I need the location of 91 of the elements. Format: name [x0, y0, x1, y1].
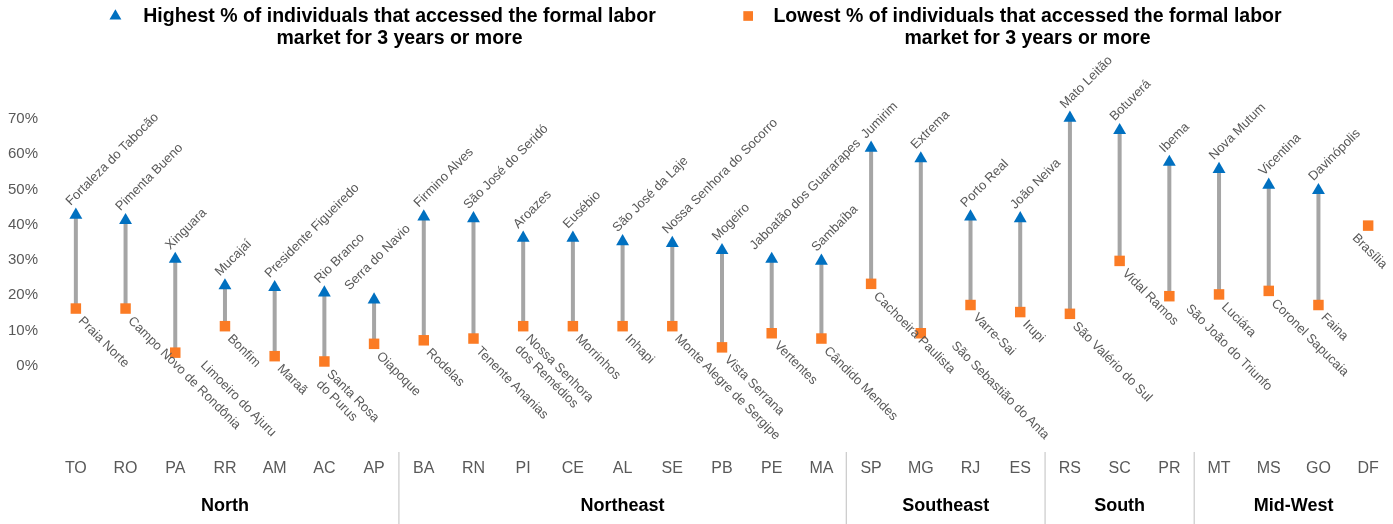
legend-label: Lowest % of individuals that accessed the formal labor market for 3 years or more [773, 4, 1283, 48]
point [715, 242, 729, 255]
x-tick-label: CE [561, 459, 585, 476]
point [617, 320, 628, 332]
point [864, 140, 878, 152]
point [468, 333, 479, 344]
y-tick-label: 60% [7, 144, 38, 162]
x-tick-label: MG [907, 459, 934, 476]
x-tick-label: SC [1108, 459, 1131, 476]
point [1064, 308, 1076, 320]
point [418, 335, 430, 346]
x-tick-label: MT [1207, 459, 1231, 476]
point [219, 320, 231, 332]
y-tick-label: 20% [7, 285, 38, 303]
point [367, 292, 381, 304]
point [766, 328, 777, 339]
x-tick-label: MA [809, 459, 834, 476]
x-tick-label: SE [661, 459, 683, 476]
point [865, 278, 877, 290]
x-tick-label: RJ [960, 459, 981, 476]
point [1114, 255, 1125, 267]
x-tick-label: AP [363, 459, 385, 476]
point [1113, 122, 1127, 135]
point [765, 251, 779, 263]
x-tick-label: PB [711, 459, 733, 476]
legend-label: Highest % of individuals that accessed the formal labor market for 3 years or more [143, 4, 657, 48]
point [467, 211, 480, 223]
point [218, 278, 232, 290]
point [368, 338, 380, 350]
x-axis-title: Northeast [580, 495, 665, 515]
x-axis-title: Mid-West [1253, 495, 1334, 515]
point [69, 207, 83, 219]
point [319, 356, 330, 367]
x-axis-title: North [200, 495, 249, 515]
y-tick-label: 40% [7, 214, 38, 232]
point [1312, 182, 1325, 195]
x-axis-title: Southeast [902, 495, 990, 515]
point [616, 234, 630, 246]
point [517, 320, 529, 332]
x-tick-label: DF [1357, 459, 1380, 476]
point [716, 342, 728, 353]
point [667, 320, 678, 332]
point [814, 253, 828, 265]
x-tick-label: ES [1009, 459, 1031, 476]
point [417, 209, 431, 221]
x-axis-title: South [1094, 495, 1146, 515]
point [268, 279, 282, 292]
point [965, 299, 976, 311]
x-tick-label: AM [262, 459, 287, 476]
y-tick-label: 70% [7, 109, 38, 126]
point [119, 212, 132, 225]
point [665, 235, 679, 247]
point [1313, 299, 1324, 311]
y-tick-label: 30% [7, 250, 38, 268]
x-tick-label: BA [413, 459, 435, 476]
point [567, 320, 579, 332]
x-tick-label: RN [461, 459, 486, 476]
point [816, 333, 827, 344]
y-tick-label: 0% [16, 356, 38, 373]
x-tick-label: SP [860, 459, 882, 476]
point [269, 350, 280, 362]
point [1262, 177, 1276, 189]
y-tick-label: 50% [7, 179, 38, 197]
point [1162, 154, 1176, 166]
point [70, 303, 82, 314]
x-tick-label: RO [113, 459, 138, 476]
x-tick-label: AC [313, 459, 336, 476]
point [516, 230, 530, 242]
point [168, 251, 182, 263]
x-tick-label: PR [1158, 459, 1181, 476]
x-tick-label: PI [515, 459, 531, 476]
point [1013, 211, 1027, 223]
point [120, 303, 131, 314]
point [1362, 220, 1374, 231]
x-tick-label: TO [64, 459, 87, 476]
point [1263, 285, 1274, 297]
x-tick-label: PA [165, 459, 186, 476]
point [317, 285, 331, 297]
x-tick-label: MS [1256, 459, 1281, 476]
point [914, 151, 928, 163]
point [1213, 289, 1225, 300]
point [964, 209, 977, 221]
x-tick-label: PE [761, 459, 783, 476]
x-tick-label: RR [213, 459, 237, 476]
x-tick-label: RS [1058, 459, 1082, 476]
x-tick-label: GO [1306, 459, 1331, 476]
x-tick-label: AL [612, 459, 633, 476]
point [1063, 110, 1077, 122]
point [1212, 161, 1226, 173]
point [566, 230, 580, 242]
y-tick-label: 10% [7, 320, 38, 338]
